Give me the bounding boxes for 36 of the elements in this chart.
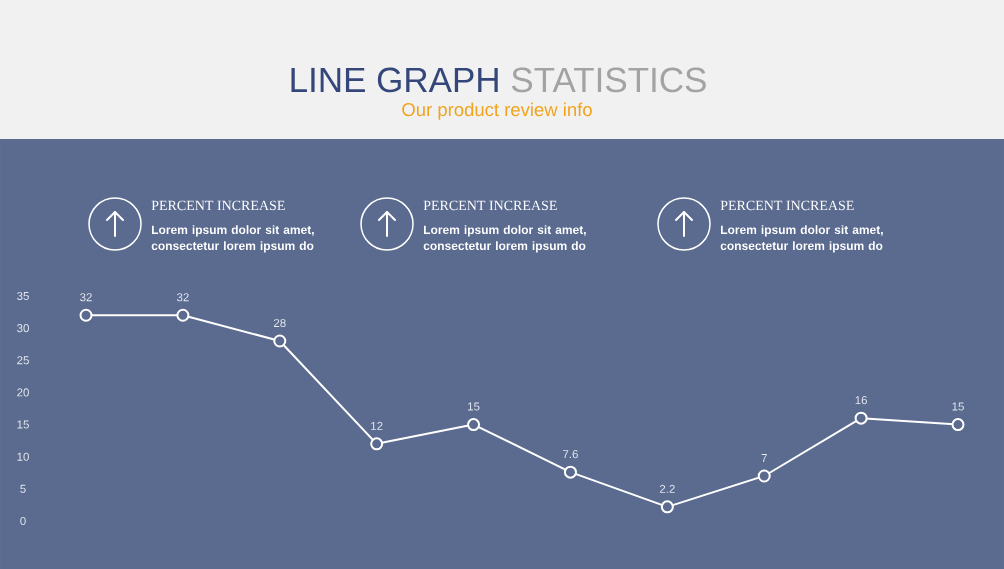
text: PERCENT INCREASE [151,200,285,211]
y-tick-label: 15 [17,420,29,429]
text: Lorem ipsum dolor sit amet, consectetur lorem ipsum do [720,225,883,253]
point [273,334,287,348]
point [79,308,93,322]
data-label: 32 [80,293,92,302]
text: PERCENT INCREASE [423,200,557,211]
point [757,469,771,483]
point [563,465,577,479]
y-tick-label: 35 [17,291,29,301]
y-tick-label: 20 [17,388,29,397]
data-label: 15 [468,402,480,411]
data-label: 2.2 [659,484,675,493]
data-label: 28 [273,318,286,328]
data-label: 32 [176,293,189,302]
text: Lorem ipsum dolor sit amet, consectetur lorem ipsum do [423,225,586,253]
text: Lorem ipsum dolor sit amet, consectetur lorem ipsum do [151,225,314,253]
data-label: 15 [952,402,964,411]
y-tick-label: 10 [17,452,29,461]
y-tick-label: 25 [17,356,29,365]
y-tick-label: 0 [20,516,26,526]
point [370,437,384,451]
point [467,418,481,432]
data-label: 16 [855,396,867,405]
chart-title: LINE GRAPH STATISTICS [291,67,706,93]
y-tick-label: 5 [20,484,26,493]
point [854,411,868,425]
y-tick-label: 30 [17,324,29,333]
point [176,308,190,322]
text: PERCENT INCREASE [720,200,854,211]
data-label: 7 [761,454,767,462]
point [660,500,674,514]
point [951,418,965,432]
data-label: 12 [371,421,383,430]
chart-subtitle: Our product review info [402,102,592,120]
data-label: 7.6 [563,450,578,459]
